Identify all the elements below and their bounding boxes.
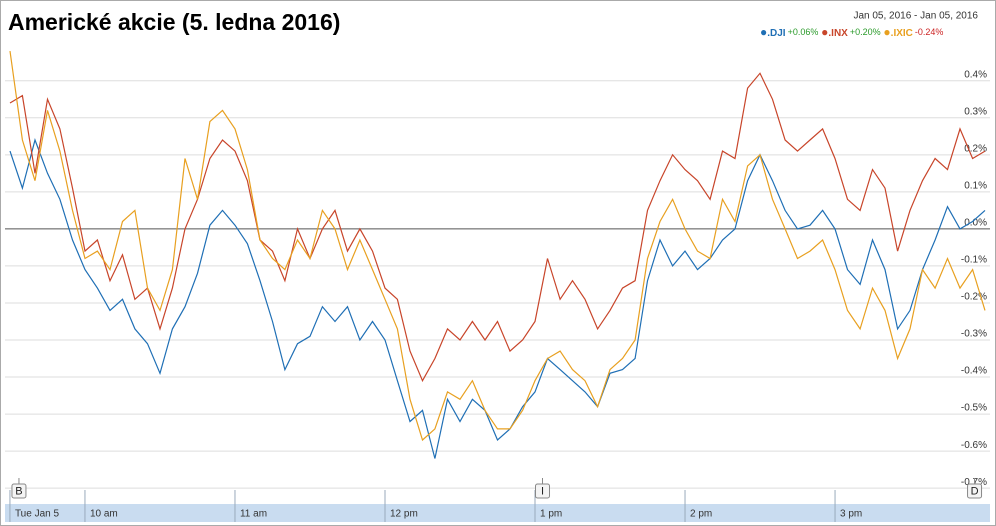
y-tick-label: -0.4% bbox=[961, 366, 987, 377]
chart-title: Americké akcie (5. ledna 2016) bbox=[8, 9, 340, 35]
y-tick-label: -0.6% bbox=[961, 440, 987, 451]
x-tick-label: 1 pm bbox=[540, 509, 562, 520]
y-tick-label: -0.2% bbox=[961, 292, 987, 303]
y-tick-label: -0.7% bbox=[961, 477, 987, 488]
flag-box bbox=[967, 483, 983, 499]
legend-change: +0.20% bbox=[850, 27, 881, 37]
y-tick-label: 0.3% bbox=[964, 106, 987, 117]
legend-marker: ● bbox=[883, 25, 890, 39]
y-tick-label: 0.4% bbox=[964, 69, 987, 80]
flag-box bbox=[535, 483, 551, 499]
legend-change: -0.24% bbox=[915, 27, 944, 37]
y-tick-label: -0.1% bbox=[961, 255, 987, 266]
y-tick-label: -0.3% bbox=[961, 329, 987, 340]
flag-label: B bbox=[15, 485, 22, 497]
x-tick-label: 10 am bbox=[90, 509, 118, 520]
y-tick-label: 0.1% bbox=[964, 180, 987, 191]
legend-change: +0.06% bbox=[788, 27, 819, 37]
legend-name: .IXIC bbox=[891, 28, 913, 39]
y-tick-label: 0.2% bbox=[964, 143, 987, 154]
legend: ●.DJI +0.06% ●.INX +0.20% ●.IXIC -0.24% bbox=[760, 25, 943, 39]
x-tick-label: 3 pm bbox=[840, 509, 862, 520]
flag-label: D bbox=[971, 485, 979, 497]
legend-name: .DJI bbox=[767, 28, 786, 39]
x-tick-label: 11 am bbox=[240, 509, 267, 520]
legend-marker: ● bbox=[760, 25, 767, 39]
series-line bbox=[9, 72, 986, 383]
x-tick-label: 2 pm bbox=[690, 509, 712, 520]
series-line bbox=[9, 138, 986, 459]
y-tick-label: -0.5% bbox=[961, 403, 987, 414]
legend-name: .INX bbox=[828, 28, 848, 39]
x-tick-label: Tue Jan 5 bbox=[15, 509, 60, 520]
flag-label: I bbox=[541, 485, 544, 497]
flag-box bbox=[11, 483, 27, 499]
legend-marker: ● bbox=[821, 25, 828, 39]
date-range: Jan 05, 2016 - Jan 05, 2016 bbox=[853, 11, 978, 22]
series-line bbox=[9, 51, 986, 442]
x-tick-label: 12 pm bbox=[390, 509, 418, 520]
time-strip bbox=[5, 504, 990, 522]
y-tick-label: 0.0% bbox=[964, 218, 987, 229]
